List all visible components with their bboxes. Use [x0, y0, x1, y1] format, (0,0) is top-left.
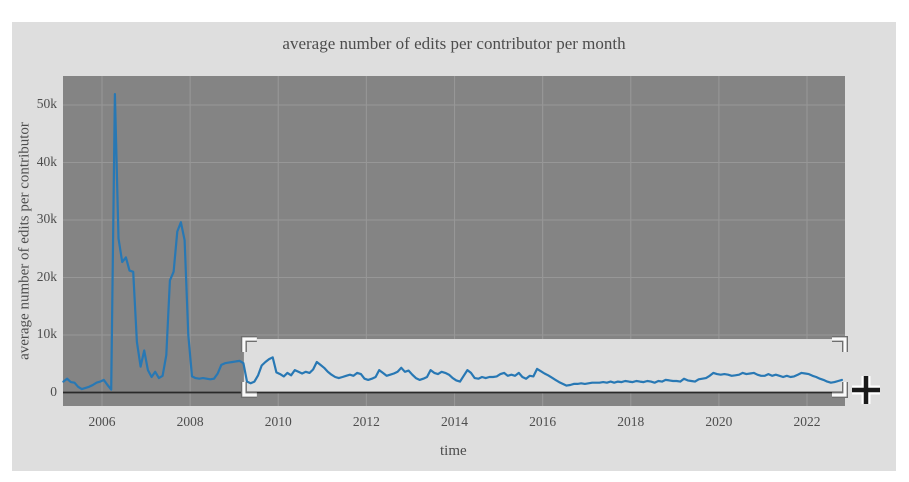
x-tick-label: 2022 — [793, 414, 821, 429]
x-tick-label: 2020 — [705, 414, 733, 429]
x-axis-label: time — [440, 443, 467, 459]
y-tick-label: 10k — [36, 326, 57, 341]
y-tick-label: 50k — [36, 96, 57, 111]
selection-corner-brackets[interactable] — [240, 336, 848, 398]
y-tick-label: 30k — [36, 211, 57, 226]
x-tick-label: 2006 — [88, 414, 116, 429]
crosshair-plus-cursor[interactable] — [852, 376, 880, 404]
x-tick-label: 2016 — [529, 414, 557, 429]
chart-title: average number of edits per contributor … — [282, 34, 626, 53]
x-tick-label: 2018 — [617, 414, 645, 429]
y-tick-label: 40k — [36, 153, 57, 169]
y-tick-label: 20k — [36, 268, 57, 284]
x-tick-label: 2010 — [264, 414, 292, 429]
x-tick-label: 2014 — [441, 414, 468, 429]
selection-region[interactable] — [243, 339, 846, 393]
data-line — [62, 92, 844, 391]
y-tick-label: 0 — [50, 383, 57, 399]
x-tick-label: 2008 — [176, 414, 204, 429]
x-tick-label: 2012 — [352, 414, 380, 429]
